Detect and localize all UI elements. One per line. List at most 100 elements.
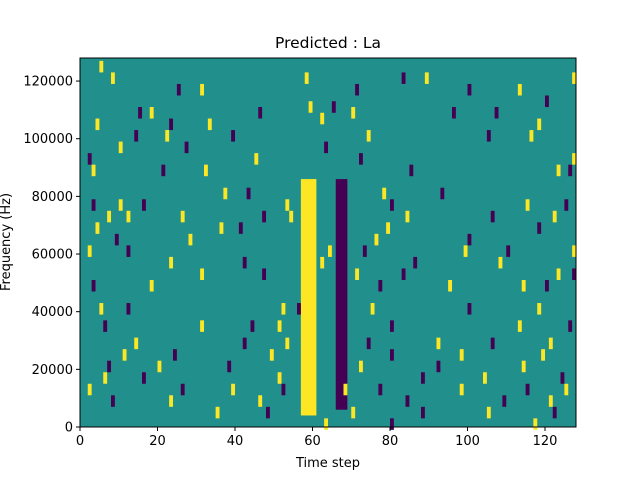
heatmap-cell	[556, 268, 561, 280]
heatmap-cell	[324, 418, 329, 430]
heatmap-cell	[231, 383, 236, 396]
heatmap-cell	[99, 60, 104, 73]
heatmap-cell	[200, 83, 205, 96]
heatmap-cell	[149, 279, 154, 292]
y-tick-label: 100000	[23, 132, 73, 147]
heatmap-cell	[277, 372, 282, 384]
heatmap-cell	[436, 337, 441, 350]
heatmap-cell	[405, 395, 410, 407]
heatmap-cell	[134, 337, 139, 350]
heatmap-cell	[436, 360, 441, 373]
heatmap-cell	[126, 303, 131, 315]
heatmap-cell	[424, 72, 429, 84]
heatmap-cell	[238, 222, 243, 234]
x-tick-label: 0	[76, 434, 84, 449]
heatmap-cell	[490, 210, 495, 223]
heatmap-cell	[448, 279, 453, 292]
heatmap-cell	[328, 245, 332, 257]
heatmap-cell	[169, 395, 174, 407]
heatmap-cell	[351, 406, 356, 419]
heatmap-cell	[459, 383, 464, 396]
heatmap-cell	[351, 107, 356, 119]
heatmap-cell	[533, 418, 538, 430]
heatmap-cell	[568, 320, 573, 332]
heatmap-cell	[572, 268, 577, 280]
heatmap-cell	[355, 83, 360, 96]
heatmap-cell	[374, 233, 379, 246]
heatmap-cell	[556, 164, 561, 177]
heatmap-cell	[401, 268, 406, 280]
heatmap-cell	[107, 210, 112, 223]
heatmap-cell	[459, 349, 464, 361]
heatmap-cell	[498, 256, 503, 269]
heatmap-cell	[297, 303, 301, 315]
heatmap-cell	[390, 320, 394, 332]
heatmap-cell	[169, 256, 174, 269]
heatmap-cell	[200, 320, 205, 332]
heatmap-cells	[87, 60, 577, 430]
heatmap-cell	[161, 164, 166, 177]
heatmap-cell	[545, 95, 549, 108]
heatmap-cell	[467, 83, 472, 96]
heatmap-cell	[324, 141, 329, 154]
heatmap-cell	[285, 337, 290, 350]
heatmap-cell	[440, 187, 445, 200]
heatmap-cell	[467, 233, 472, 246]
heatmap-cell	[537, 303, 542, 315]
heatmap-cell	[362, 245, 367, 257]
heatmap-cell	[572, 72, 577, 84]
heatmap-cell	[572, 153, 577, 165]
plot-area	[79, 57, 577, 430]
heatmap-cell	[421, 372, 425, 384]
heatmap-cell	[486, 406, 491, 419]
heatmap-cell	[219, 222, 224, 234]
heatmap-cell	[564, 383, 569, 396]
heatmap-cell	[281, 303, 286, 315]
heatmap-cell	[103, 320, 108, 332]
heatmap-cell	[149, 107, 154, 119]
x-tick-label: 100	[455, 434, 480, 449]
x-tick-label: 60	[304, 434, 321, 449]
heatmap-cell	[355, 268, 360, 280]
x-axis-ticks: 0 20 40 60 80 100 120	[76, 427, 557, 449]
heatmap-cell	[405, 210, 410, 223]
heatmap-cell	[545, 279, 549, 292]
heatmap-background	[80, 58, 576, 427]
heatmap-cell	[537, 118, 542, 131]
heatmap-cell	[463, 245, 468, 257]
heatmap-cell	[378, 383, 383, 396]
heatmap-cell	[486, 130, 491, 142]
heatmap-cell	[401, 72, 406, 84]
heatmap-cell	[564, 199, 569, 211]
heatmap-cell	[529, 130, 534, 142]
heatmap-cell	[568, 164, 573, 177]
heatmap-cell	[331, 101, 336, 113]
heatmap-cell	[231, 130, 236, 142]
heatmap-cell	[215, 406, 220, 419]
heatmap-cell	[289, 210, 294, 223]
heatmap-cell	[180, 383, 185, 396]
y-tick-label: 20000	[32, 363, 73, 378]
heatmap-cell	[262, 268, 267, 280]
heatmap-cell	[494, 107, 499, 119]
heatmap-cell	[308, 101, 313, 113]
heatmap-cell	[421, 406, 425, 419]
heatmap-cell	[359, 360, 363, 373]
heatmap-cell	[490, 337, 495, 350]
heatmap-cell	[204, 164, 208, 177]
heatmap-cell	[386, 222, 391, 234]
y-tick-label: 60000	[32, 248, 73, 263]
x-tick-label: 80	[382, 434, 399, 449]
heatmap-cell	[517, 320, 522, 332]
heatmap-cell	[258, 107, 263, 119]
heatmap-cell	[281, 383, 286, 396]
heatmap-cell	[366, 130, 371, 142]
heatmap-cell	[521, 279, 526, 292]
heatmap-cell	[521, 360, 526, 373]
heatmap-cell	[409, 164, 414, 177]
heatmap-cell	[91, 279, 96, 292]
heatmap-cell	[285, 199, 290, 211]
heatmap-cell	[114, 233, 119, 246]
heatmap-cell	[95, 118, 100, 131]
